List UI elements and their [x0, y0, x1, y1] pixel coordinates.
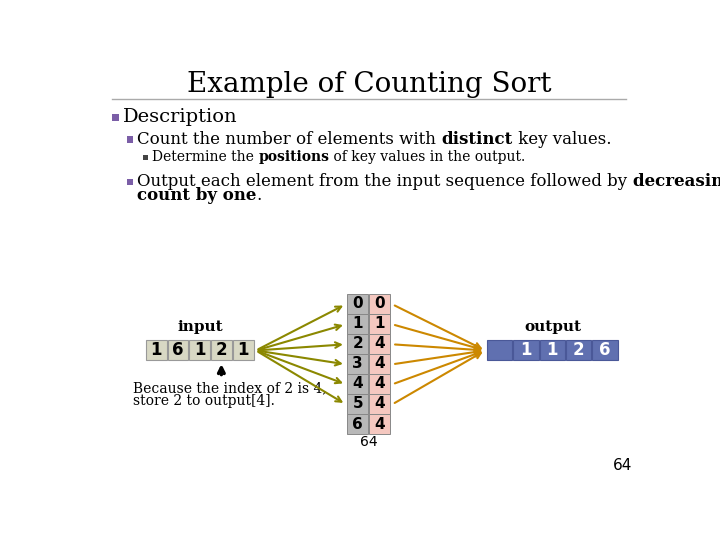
Bar — [347, 374, 368, 394]
Bar — [211, 340, 232, 361]
Bar — [127, 137, 133, 143]
Text: 1: 1 — [150, 341, 162, 360]
Text: 4: 4 — [353, 376, 363, 392]
Text: 1: 1 — [546, 341, 558, 360]
Bar — [513, 340, 539, 361]
Bar — [233, 340, 253, 361]
Bar — [369, 354, 390, 374]
Text: Description: Description — [122, 108, 237, 126]
Text: Determine the: Determine the — [152, 150, 258, 164]
Bar — [347, 394, 368, 414]
Bar — [347, 414, 368, 434]
Text: 2: 2 — [352, 336, 363, 352]
Bar — [369, 414, 390, 434]
Text: positions: positions — [258, 150, 329, 164]
Text: count by one: count by one — [138, 187, 256, 204]
Text: .: . — [256, 187, 262, 204]
Text: 0: 0 — [353, 296, 363, 312]
Text: 4: 4 — [374, 376, 384, 392]
Text: 5: 5 — [353, 396, 363, 411]
Text: 4: 4 — [374, 336, 384, 352]
Text: 4: 4 — [374, 356, 384, 372]
Bar — [189, 340, 210, 361]
Text: 1: 1 — [238, 341, 249, 360]
Text: 1: 1 — [353, 316, 363, 332]
Text: 64: 64 — [613, 458, 632, 473]
Text: 6: 6 — [599, 341, 611, 360]
Text: 4: 4 — [374, 416, 384, 431]
Text: Because the index of 2 is 4,: Because the index of 2 is 4, — [132, 381, 326, 395]
Text: decreasing its: decreasing its — [633, 173, 720, 190]
Bar — [539, 340, 565, 361]
Bar — [347, 354, 368, 374]
Bar — [369, 394, 390, 414]
Text: 0: 0 — [374, 296, 384, 312]
Bar — [369, 294, 390, 314]
Bar — [143, 155, 148, 160]
Text: Count the number of elements with: Count the number of elements with — [138, 131, 441, 148]
Text: of key values in the output.: of key values in the output. — [329, 150, 526, 164]
Bar — [347, 294, 368, 314]
Text: Output each element from the input sequence followed by: Output each element from the input seque… — [138, 173, 633, 190]
Text: 1: 1 — [374, 316, 384, 332]
Text: key values.: key values. — [513, 131, 611, 148]
Bar — [168, 340, 189, 361]
Bar — [369, 374, 390, 394]
Text: output: output — [524, 320, 581, 334]
Text: 2: 2 — [573, 341, 585, 360]
Bar — [127, 179, 133, 185]
Bar — [347, 334, 368, 354]
Text: store 2 to output[4].: store 2 to output[4]. — [132, 394, 274, 408]
Bar — [487, 340, 513, 361]
Text: 6: 6 — [352, 416, 363, 431]
Bar — [112, 114, 119, 121]
Text: Example of Counting Sort: Example of Counting Sort — [186, 71, 552, 98]
Bar — [369, 334, 390, 354]
Text: 3: 3 — [353, 356, 363, 372]
Bar — [347, 314, 368, 334]
Text: 1: 1 — [194, 341, 205, 360]
Bar — [593, 340, 618, 361]
Text: 2: 2 — [215, 341, 228, 360]
Text: 6: 6 — [172, 341, 184, 360]
Text: distinct: distinct — [441, 131, 513, 148]
Bar — [145, 340, 167, 361]
Text: 64: 64 — [360, 435, 378, 449]
Bar — [566, 340, 591, 361]
Bar — [369, 314, 390, 334]
Text: input: input — [177, 320, 223, 334]
Text: 4: 4 — [374, 396, 384, 411]
Text: 1: 1 — [520, 341, 531, 360]
